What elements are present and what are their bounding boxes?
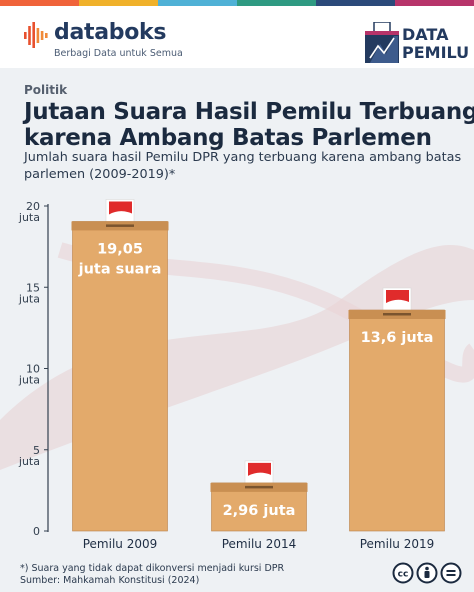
- category-label: Pemilu 2019: [360, 537, 435, 551]
- y-tick-label: 0: [33, 525, 40, 538]
- equals-icon: [440, 562, 462, 584]
- color-strip: [0, 0, 474, 6]
- color-strip-segment: [237, 0, 316, 6]
- y-tick-label: 5: [33, 444, 40, 457]
- page-title: Jutaan Suara Hasil Pemilu Terbuang karen…: [24, 99, 474, 151]
- category-label: Politik: [24, 83, 68, 97]
- chart-subtitle: Jumlah suara hasil Pemilu DPR yang terbu…: [24, 149, 464, 183]
- data-pemilu-badge: DATA PEMILU: [364, 21, 469, 68]
- bars: 19,05 juta suara Pemilu 2009 2,96 juta Pemil…: [71, 199, 446, 551]
- y-tick-label: 15: [26, 281, 40, 294]
- y-tick-label: juta: [18, 211, 40, 224]
- brand-name: databoks: [54, 20, 167, 45]
- y-tick-label: 20: [26, 200, 40, 213]
- subtitle-line-1: Jumlah suara hasil Pemilu DPR yang terbu…: [24, 150, 462, 165]
- bar-value-label: 13,6 juta: [361, 330, 434, 346]
- category-label: Pemilu 2014: [222, 537, 297, 551]
- title-line-2: karena Ambang Batas Parlemen: [24, 125, 432, 151]
- pulse-bars-icon: [24, 22, 48, 48]
- color-strip-segment: [0, 0, 79, 6]
- bar-value-label: 2,96 juta: [223, 503, 296, 519]
- bar: [72, 221, 168, 532]
- bar-value-label: 19,05: [97, 241, 143, 257]
- y-tick-label: juta: [18, 374, 40, 387]
- ballot-slot: [383, 313, 411, 316]
- badge-label: DATA PEMILU: [402, 26, 469, 62]
- color-strip-segment: [395, 0, 474, 6]
- badge-line-1: DATA: [402, 25, 449, 44]
- badge-line-2: PEMILU: [402, 43, 470, 62]
- subtitle-line-2: parlemen (2009-2019)*: [24, 167, 176, 182]
- bar: [349, 309, 445, 532]
- bar-value-label: juta suara: [78, 261, 162, 277]
- title-line-1: Jutaan Suara Hasil Pemilu Terbuang: [24, 99, 474, 125]
- footnote-source: Sumber: Mahkamah Konstitusi (2024): [20, 574, 200, 586]
- flag-icon: [109, 201, 132, 215]
- ballot-slot: [245, 485, 273, 489]
- y-tick-label: juta: [18, 292, 40, 305]
- license-icons: cc: [392, 562, 462, 584]
- y-tick-label: 10: [26, 363, 40, 376]
- y-tick-label: juta: [18, 455, 40, 468]
- color-strip-segment: [79, 0, 158, 6]
- ballot-slot: [106, 224, 134, 227]
- ballot-box-icon: [365, 21, 399, 63]
- color-strip-segment: [158, 0, 237, 6]
- svg-text:cc: cc: [398, 570, 409, 580]
- footnote: *) Suara yang tidak dapat dikonversi men…: [20, 563, 284, 586]
- flag-icon: [386, 290, 409, 303]
- category-label: Pemilu 2009: [83, 537, 158, 551]
- flag-icon: [248, 462, 271, 476]
- by-icon: [416, 562, 438, 584]
- header: databoks Berbagi Data untuk Semua DATA P…: [0, 6, 474, 68]
- color-strip-segment: [316, 0, 395, 6]
- footnote-note: *) Suara yang tidak dapat dikonversi men…: [20, 563, 285, 574]
- brand-tagline: Berbagi Data untuk Semua: [54, 48, 183, 59]
- cc-icon: cc: [392, 562, 414, 584]
